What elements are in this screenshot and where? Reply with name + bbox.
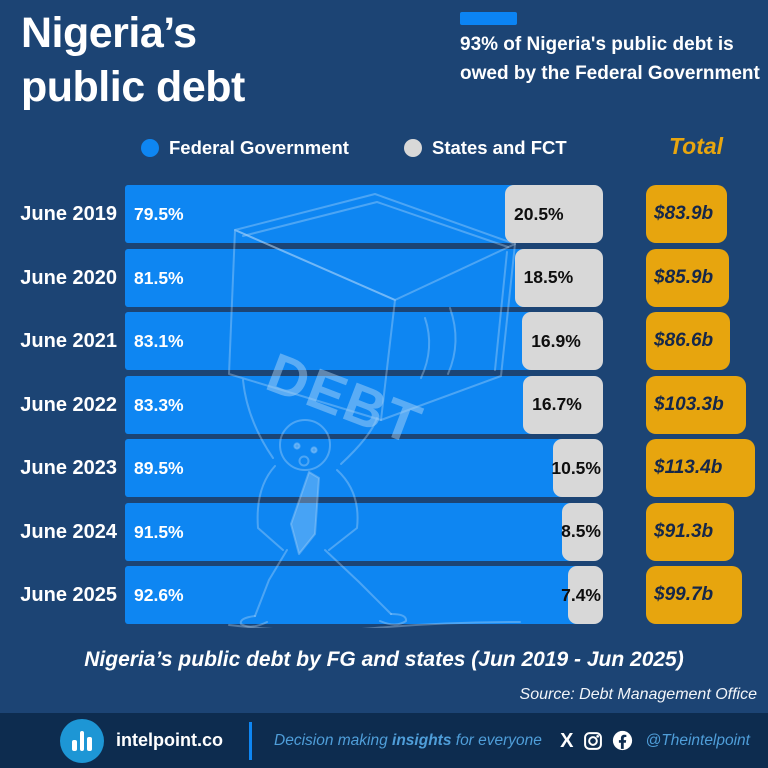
states-fct-segment: 8.5% (561, 502, 603, 561)
chart-row: June 2025 7.4% 92.6% $99.7b (0, 566, 768, 624)
footer-bar: intelpoint.co Decision making insights f… (0, 713, 768, 768)
title-line-1: Nigeria’s (21, 9, 197, 57)
x-twitter-icon[interactable]: X (560, 729, 574, 752)
accent-underline (460, 12, 517, 25)
row-period-label: June 2021 (20, 330, 117, 352)
total-value-label: $113.4b (654, 457, 723, 478)
brand-name: intelpoint.co (116, 730, 223, 750)
row-period-label: June 2019 (20, 203, 117, 225)
chart-caption: Nigeria’s public debt by FG and states (… (84, 648, 684, 671)
logo-bar-right (87, 736, 92, 751)
tagline-post: for everyone (451, 731, 542, 749)
stacked-bar: 16.9% 83.1% (125, 312, 603, 370)
row-period-label: June 2024 (20, 520, 117, 543)
stacked-bar: 16.7% 83.3% (125, 375, 603, 434)
federal-percent-label: 83.3% (134, 394, 184, 415)
legend-dot-blue-icon (141, 139, 159, 157)
row-period-label: June 2023 (20, 457, 117, 479)
footer-tagline: Decision making insights for everyone (274, 732, 542, 750)
federal-government-segment (125, 566, 580, 624)
states-fct-segment: 7.4% (561, 566, 603, 624)
legend-item-federal: Federal Government (141, 137, 349, 159)
states-fct-segment: 10.5% (551, 439, 603, 497)
stacked-bar: 8.5% 91.5% (125, 502, 603, 561)
states-fct-segment: 20.5% (505, 185, 603, 243)
states-percent-label: 7.4% (561, 584, 601, 605)
total-value-box: $103.3b (646, 375, 746, 434)
logo-bar-left (72, 739, 77, 751)
total-value-box: $85.9b (646, 248, 729, 307)
row-period-label: June 2020 (20, 266, 117, 289)
federal-government-segment (125, 185, 517, 243)
federal-percent-label: 92.6% (134, 585, 184, 605)
total-value-label: $83.9b (654, 203, 714, 224)
federal-percent-label: 91.5% (134, 521, 184, 542)
facebook-icon[interactable] (612, 730, 633, 751)
chart-row: June 2022 16.7% 83.3% $103.3b (0, 375, 768, 434)
stacked-bar: 7.4% 92.6% (125, 566, 603, 624)
federal-percent-label: 83.1% (134, 331, 184, 351)
total-value-box: $86.6b (646, 312, 730, 370)
states-fct-segment: 16.9% (522, 312, 603, 370)
social-handle[interactable]: @Theintelpoint (645, 731, 751, 749)
federal-government-segment (125, 248, 527, 307)
stacked-bar: 20.5% 79.5% (125, 185, 603, 243)
states-fct-segment: 16.7% (523, 375, 603, 434)
total-value-label: $99.7b (654, 584, 714, 605)
federal-percent-label: 81.5% (134, 267, 184, 288)
total-value-box: $83.9b (646, 185, 727, 243)
legend-dot-gray-icon (404, 139, 422, 157)
federal-percent-label: 79.5% (134, 204, 184, 224)
stacked-bar-chart: June 2019 20.5% 79.5% $83.9b June 2020 1… (0, 185, 768, 624)
federal-percent-label: 89.5% (134, 458, 184, 478)
social-links: X @Theintelpoint (560, 730, 750, 751)
total-value-label: $85.9b (654, 266, 714, 288)
federal-government-segment (125, 439, 565, 497)
total-value-label: $91.3b (654, 520, 714, 542)
footer-divider (249, 721, 252, 760)
tagline-pre: Decision making (274, 731, 393, 749)
total-value-box: $99.7b (646, 566, 742, 624)
federal-government-segment (125, 502, 575, 561)
states-percent-label: 16.9% (531, 330, 581, 351)
total-value-label: $103.3b (654, 393, 724, 415)
total-value-label: $86.6b (654, 330, 714, 351)
states-percent-label: 18.5% (523, 267, 574, 287)
federal-government-segment (125, 375, 536, 434)
total-column-header: Total (668, 133, 724, 159)
chart-row: June 2019 20.5% 79.5% $83.9b (0, 185, 768, 243)
legend-label-states: States and FCT (432, 137, 567, 158)
states-fct-segment: 18.5% (514, 248, 603, 307)
title-line-2: public debt (21, 63, 245, 111)
row-period-label: June 2022 (20, 393, 117, 416)
tagline-bold: insights (392, 731, 452, 749)
instagram-icon[interactable] (583, 731, 603, 751)
chart-row: June 2020 18.5% 81.5% $85.9b (0, 248, 768, 307)
legend-label-federal: Federal Government (169, 137, 349, 158)
legend-item-states: States and FCT (404, 137, 567, 159)
total-value-box: $113.4b (646, 439, 755, 497)
logo-bar-middle (79, 730, 85, 751)
chart-row: June 2021 16.9% 83.1% $86.6b (0, 312, 768, 370)
page-title: Nigeria’s public debt (21, 6, 245, 114)
chart-row: June 2023 10.5% 89.5% $113.4b (0, 439, 768, 497)
federal-government-segment (125, 312, 535, 370)
stacked-bar: 18.5% 81.5% (125, 248, 603, 307)
total-value-box: $91.3b (646, 502, 734, 561)
row-period-label: June 2025 (20, 584, 117, 606)
key-insight-text: 93% of Nigeria's public debt is owed by … (460, 34, 760, 84)
states-percent-label: 20.5% (514, 203, 564, 224)
stacked-bar: 10.5% 89.5% (125, 439, 603, 497)
states-percent-label: 16.7% (532, 394, 582, 414)
source-attribution: Source: Debt Management Office (519, 686, 757, 703)
intelpoint-logo-icon[interactable] (60, 718, 104, 763)
chart-row: June 2024 8.5% 91.5% $91.3b (0, 502, 768, 561)
states-percent-label: 8.5% (561, 521, 601, 541)
states-percent-label: 10.5% (551, 457, 601, 478)
